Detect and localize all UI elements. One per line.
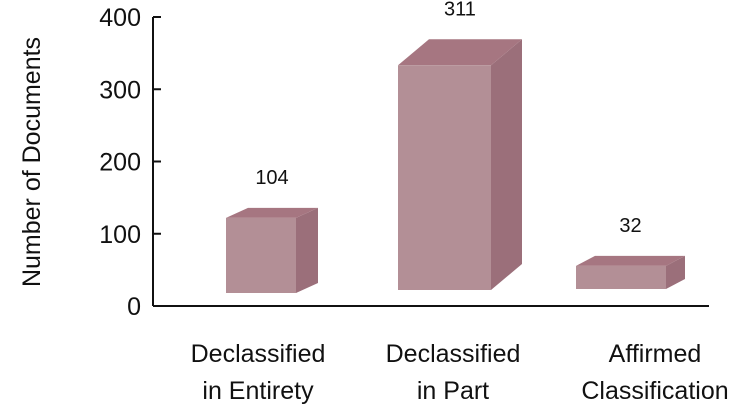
bar-front-face bbox=[576, 265, 666, 289]
bar-2 bbox=[398, 39, 522, 291]
category-label: Declassified in Part bbox=[386, 340, 521, 405]
category-label: Declassified in Entirety bbox=[191, 340, 326, 405]
category-label-line: Affirmed bbox=[609, 340, 702, 368]
category-label-line: Declassified bbox=[191, 340, 326, 368]
category-labels: Declassified in Entirety Declassified in Pa… bbox=[191, 340, 729, 405]
y-axis-group: 0 100 200 300 400 bbox=[99, 4, 161, 321]
y-axis-title: Number of Documents bbox=[18, 37, 46, 287]
category-label-line: Classification bbox=[581, 377, 728, 405]
bar-front-face bbox=[398, 65, 491, 291]
bar-side-face bbox=[296, 207, 318, 293]
value-label: 104 bbox=[255, 167, 288, 189]
bar-side-face bbox=[666, 255, 685, 289]
value-label: 32 bbox=[619, 215, 641, 237]
category-label-line: in Entirety bbox=[202, 377, 314, 405]
category-label: Affirmed Classification bbox=[581, 340, 728, 405]
bar-top-face bbox=[226, 207, 318, 218]
y-tick-label: 100 bbox=[99, 221, 141, 249]
y-tick-label: 300 bbox=[99, 76, 141, 104]
bar-3 bbox=[576, 255, 685, 289]
bar-top-face bbox=[398, 39, 522, 66]
bar-1 bbox=[226, 207, 318, 293]
y-ticks: 0 100 200 300 400 bbox=[99, 4, 161, 321]
category-label-line: in Part bbox=[417, 377, 489, 405]
bar-side-face bbox=[491, 39, 522, 290]
bar-front-face bbox=[226, 217, 296, 293]
y-tick-label: 0 bbox=[127, 293, 141, 321]
value-label: 311 bbox=[444, 0, 476, 20]
value-labels: 104 311 32 bbox=[255, 0, 641, 237]
bars bbox=[226, 39, 685, 293]
y-tick-label: 200 bbox=[99, 149, 141, 177]
y-tick-label: 400 bbox=[99, 4, 141, 32]
bar-top-face bbox=[576, 255, 685, 266]
category-label-line: Declassified bbox=[386, 340, 521, 368]
